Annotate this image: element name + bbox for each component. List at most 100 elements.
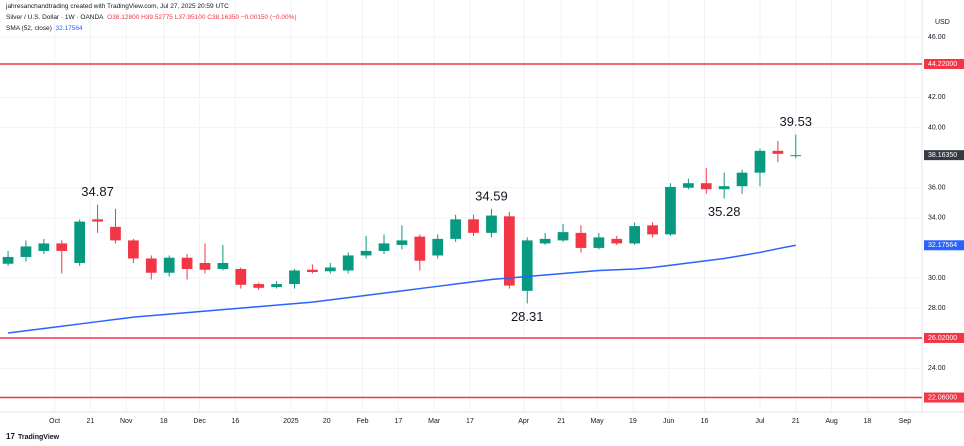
y-tick-label: 24.00 (928, 365, 946, 372)
candle-body (790, 155, 802, 157)
candle-body (414, 236, 426, 261)
sma-name: SMA (52, close) (6, 25, 52, 32)
sma-legend: SMA (52, close) 32.17564 (6, 25, 83, 32)
last-price-label: 38.16350 (928, 152, 957, 159)
x-tick-label: 2025 (283, 418, 299, 425)
candle-body (181, 257, 193, 269)
candle-body (432, 238, 444, 256)
candle-body (575, 232, 587, 248)
x-tick-label: 16 (701, 418, 709, 425)
x-tick-label: Sep (899, 418, 912, 425)
logo: TradingView (18, 434, 60, 441)
candle-body (38, 243, 50, 251)
annotation: 35.28 (708, 204, 741, 219)
candle-body (736, 172, 748, 187)
candle-body (629, 226, 641, 244)
y-tick-label: 28.00 (928, 305, 946, 312)
price-badge (924, 58, 964, 69)
x-tick-label: Oct (49, 418, 60, 425)
grid (0, 0, 922, 412)
sma-line (7, 244, 796, 334)
x-tick-label: Mar (428, 418, 441, 425)
logo-mark: 17 (6, 432, 15, 441)
ohlc: O38.12800 H39.52775 L37.95100 C38.16350 … (107, 14, 297, 21)
candle-body (324, 267, 336, 272)
x-tick-label: May (590, 418, 604, 425)
x-tick-label: Dec (193, 418, 206, 425)
symbol-legend: Silver / U.S. Dollar · 1W · OANDA O38.12… (6, 14, 297, 21)
candle-body (486, 215, 497, 233)
candle-body (396, 240, 408, 245)
currency: USD (935, 19, 950, 26)
candle-body (557, 232, 569, 241)
candle-body (2, 256, 14, 264)
candle-body (611, 238, 623, 244)
credit: jahresanchandtrading created with Tradin… (6, 3, 229, 10)
candle-body (20, 246, 32, 257)
x-tick-label: 17 (466, 418, 474, 425)
candle-body (360, 250, 372, 256)
price-badge-label: 44.22000 (928, 61, 957, 68)
candle-body (754, 150, 766, 173)
x-tick-label: Jun (663, 418, 674, 425)
y-tick-label: 46.00 (928, 34, 946, 41)
y-tick-label: 34.00 (928, 215, 946, 222)
x-tick-label: 21 (557, 418, 565, 425)
x-tick-label: 16 (232, 418, 240, 425)
candle-body (92, 219, 103, 222)
x-tick-label: Jul (756, 418, 765, 425)
candle-body (521, 240, 533, 291)
plot-area (0, 0, 922, 412)
candle-body (199, 262, 211, 270)
x-tick-label: 19 (629, 418, 637, 425)
sma-badge (924, 240, 964, 251)
annotation: 34.59 (475, 188, 508, 203)
x-tick-label: 18 (160, 418, 168, 425)
x-tick-label: 20 (323, 418, 331, 425)
symbol: Silver / U.S. Dollar · 1W · OANDA (6, 14, 104, 21)
x-tick-label: 17 (394, 418, 402, 425)
price-badge (924, 392, 964, 403)
annotation: 28.31 (511, 309, 544, 324)
x-tick-label: 21 (87, 418, 95, 425)
candle-body (253, 284, 265, 288)
candle-body (74, 221, 86, 263)
candle-body (503, 216, 515, 286)
y-tick-label: 42.00 (928, 94, 946, 101)
x-tick-label: 21 (792, 418, 800, 425)
annotation: 34.87 (81, 184, 114, 199)
x-tick-label: Apr (518, 418, 530, 425)
candle-body (682, 183, 694, 188)
sma-badge-label: 32.17564 (928, 242, 957, 249)
candle-body (378, 243, 390, 251)
candle-body (593, 237, 605, 248)
candle-body (163, 257, 175, 273)
x-tick-label: 18 (863, 418, 871, 425)
candle-body (450, 219, 461, 239)
candle-body (217, 262, 229, 269)
x-tick-label: Aug (825, 418, 838, 425)
candle-body (772, 150, 784, 154)
candle-body (665, 186, 676, 235)
sma-value: 32.17564 (55, 25, 83, 32)
candle-body (235, 268, 247, 285)
y-tick-label: 30.00 (928, 275, 946, 282)
candle-body (271, 284, 282, 288)
candle-body (539, 238, 551, 244)
candle-body (145, 258, 157, 273)
price-badge (924, 332, 964, 343)
candle-body (700, 183, 712, 190)
y-tick-label: 36.00 (928, 185, 946, 192)
annotation: 39.53 (780, 114, 813, 129)
x-tick-label: Nov (120, 418, 133, 425)
candle-body (647, 225, 658, 235)
candle-body (307, 269, 318, 273)
candle-body (110, 226, 121, 241)
candle-body (289, 270, 300, 285)
last-price-badge (924, 150, 964, 161)
candle-body (128, 240, 139, 259)
candle-body (468, 219, 479, 233)
price-badge-label: 22.06000 (928, 394, 957, 401)
